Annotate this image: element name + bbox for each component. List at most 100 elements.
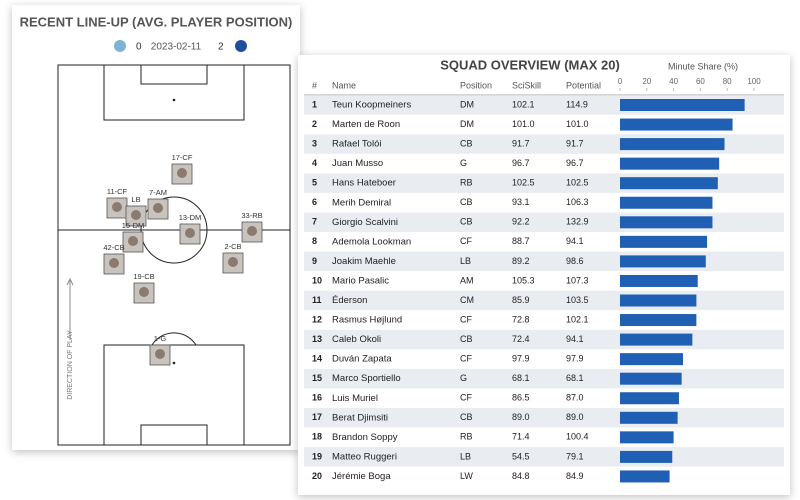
- cell: Mario Pasalic: [332, 275, 389, 286]
- cell: CB: [460, 412, 473, 422]
- player-label: 13-DM: [179, 213, 202, 222]
- minute-bar: [620, 372, 682, 385]
- minute-bar: [620, 333, 693, 346]
- x-tick-label: 100: [747, 77, 761, 86]
- cell: Joakim Maehle: [332, 256, 396, 267]
- cell: Hans Hateboer: [332, 178, 396, 189]
- minute-bar: [620, 138, 725, 151]
- cell: 94.1: [566, 236, 584, 246]
- rank: 16: [312, 393, 322, 403]
- cell: 102.1: [566, 314, 589, 324]
- minute-bar: [620, 411, 678, 424]
- cell: 102.5: [512, 178, 535, 188]
- x-tick-label: 60: [696, 77, 705, 86]
- cell: 93.1: [512, 197, 530, 207]
- cell: 132.9: [566, 217, 589, 227]
- rank: 13: [312, 334, 322, 344]
- cell: 84.8: [512, 471, 530, 481]
- x-tick-label: 0: [618, 77, 623, 86]
- cell: 87.0: [566, 393, 584, 403]
- player-label: 2-CB: [224, 242, 241, 251]
- player-face: [228, 257, 238, 267]
- minute-bar: [620, 99, 745, 111]
- cell: 106.3: [566, 197, 589, 207]
- rank: 15: [312, 373, 322, 383]
- player-face: [128, 236, 138, 246]
- cell: Merih Demiral: [332, 197, 391, 208]
- home-logo: [114, 40, 126, 52]
- column-header: Potential: [566, 80, 601, 90]
- cell: 54.5: [512, 451, 530, 461]
- cell: Teun Koopmeiners: [332, 100, 411, 111]
- cell: CB: [460, 334, 473, 344]
- minute-bar: [620, 157, 720, 170]
- cell: CB: [460, 217, 473, 227]
- minute-bar: [620, 274, 698, 287]
- column-header: #: [312, 80, 317, 90]
- player-label: 7-AM: [149, 188, 167, 197]
- minute-bar: [620, 118, 733, 131]
- cell: 72.8: [512, 314, 530, 324]
- cell: CF: [460, 314, 472, 324]
- minute-bar: [620, 255, 706, 268]
- cell: CB: [460, 138, 473, 148]
- player-label: 17-CF: [172, 153, 193, 162]
- cell: 88.7: [512, 236, 530, 246]
- cell: 84.9: [566, 471, 584, 481]
- cell: Duván Zapata: [332, 354, 392, 365]
- cell: G: [460, 158, 467, 168]
- cell: 114.9: [566, 99, 588, 109]
- player-label: 1-G: [154, 334, 167, 343]
- rank: 6: [312, 197, 317, 207]
- cell: 98.6: [566, 256, 584, 266]
- cell: 94.1: [566, 334, 584, 344]
- cell: 96.7: [566, 158, 584, 168]
- player-face: [109, 258, 119, 268]
- cell: DM: [460, 99, 474, 109]
- minute-bar: [620, 431, 674, 444]
- player-label: 15-DM: [122, 221, 145, 230]
- minute-share-title: Minute Share (%): [668, 61, 738, 71]
- player-label: 33-RB: [241, 211, 262, 220]
- rank: 17: [312, 412, 322, 422]
- squad-title: SQUAD OVERVIEW (MAX 20): [440, 57, 620, 72]
- cell: RB: [460, 178, 473, 188]
- player-face: [131, 210, 141, 220]
- cell: 101.0: [566, 119, 589, 129]
- cell: Berat Djimsiti: [332, 412, 388, 423]
- pitch: [57, 64, 291, 446]
- player-face: [112, 202, 122, 212]
- minute-bar: [620, 450, 673, 463]
- match-date: 2023-02-11: [151, 42, 202, 53]
- cell: LB: [460, 256, 471, 266]
- player-face: [247, 226, 257, 236]
- cell: CM: [460, 295, 474, 305]
- player-face: [139, 287, 149, 297]
- minute-bar: [620, 216, 713, 229]
- cell: Rafael Tolói: [332, 139, 381, 150]
- lineup-title: RECENT LINE-UP (AVG. PLAYER POSITION): [20, 14, 293, 29]
- squad-table: SQUAD OVERVIEW (MAX 20) Minute Share (%)…: [304, 57, 784, 483]
- minute-bar: [620, 392, 679, 405]
- minute-bar: [620, 196, 713, 209]
- cell: 97.9: [566, 354, 584, 364]
- x-tick-label: 40: [669, 77, 678, 86]
- cell: 72.4: [512, 334, 530, 344]
- column-header: Position: [460, 80, 492, 90]
- cell: Brandon Soppy: [332, 432, 398, 443]
- cell: Éderson: [332, 295, 367, 306]
- cell: 86.5: [512, 393, 530, 403]
- rank: 20: [312, 471, 322, 481]
- cell: 103.5: [566, 295, 589, 305]
- cell: 89.0: [512, 412, 530, 422]
- rank: 3: [312, 138, 317, 148]
- column-header: SciSkill: [512, 80, 541, 90]
- cell: 105.3: [512, 275, 535, 285]
- rank: 1: [312, 99, 317, 109]
- rank: 5: [312, 178, 317, 188]
- lineup: RECENT LINE-UP (AVG. PLAYER POSITION) 0 …: [20, 14, 293, 446]
- cell: Matteo Ruggeri: [332, 451, 397, 462]
- rank: 11: [312, 295, 322, 305]
- cell: 96.7: [512, 158, 530, 168]
